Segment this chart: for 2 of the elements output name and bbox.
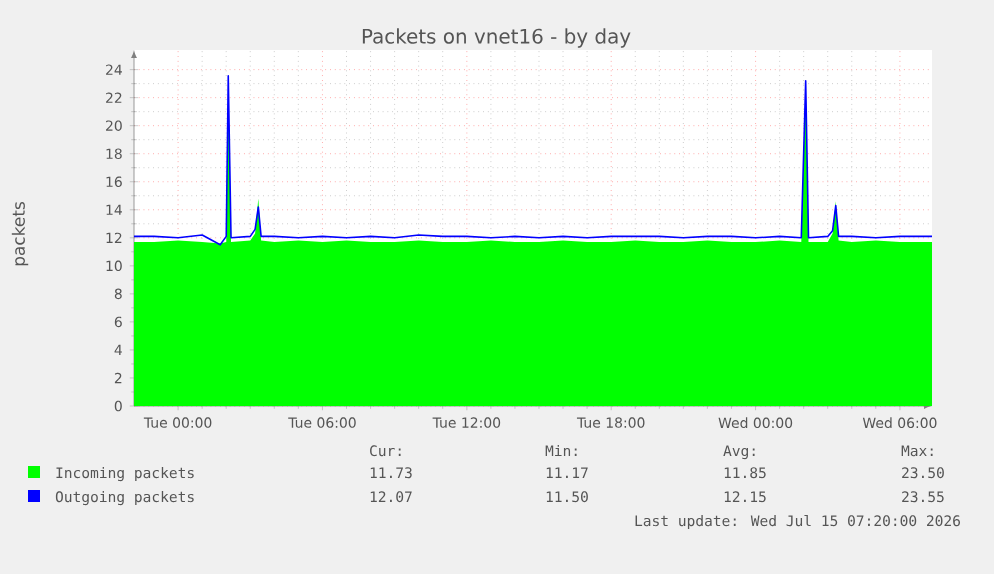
- chart-title: Packets on vnet16 - by day: [362, 28, 631, 48]
- y-axis-title: packets: [11, 202, 29, 266]
